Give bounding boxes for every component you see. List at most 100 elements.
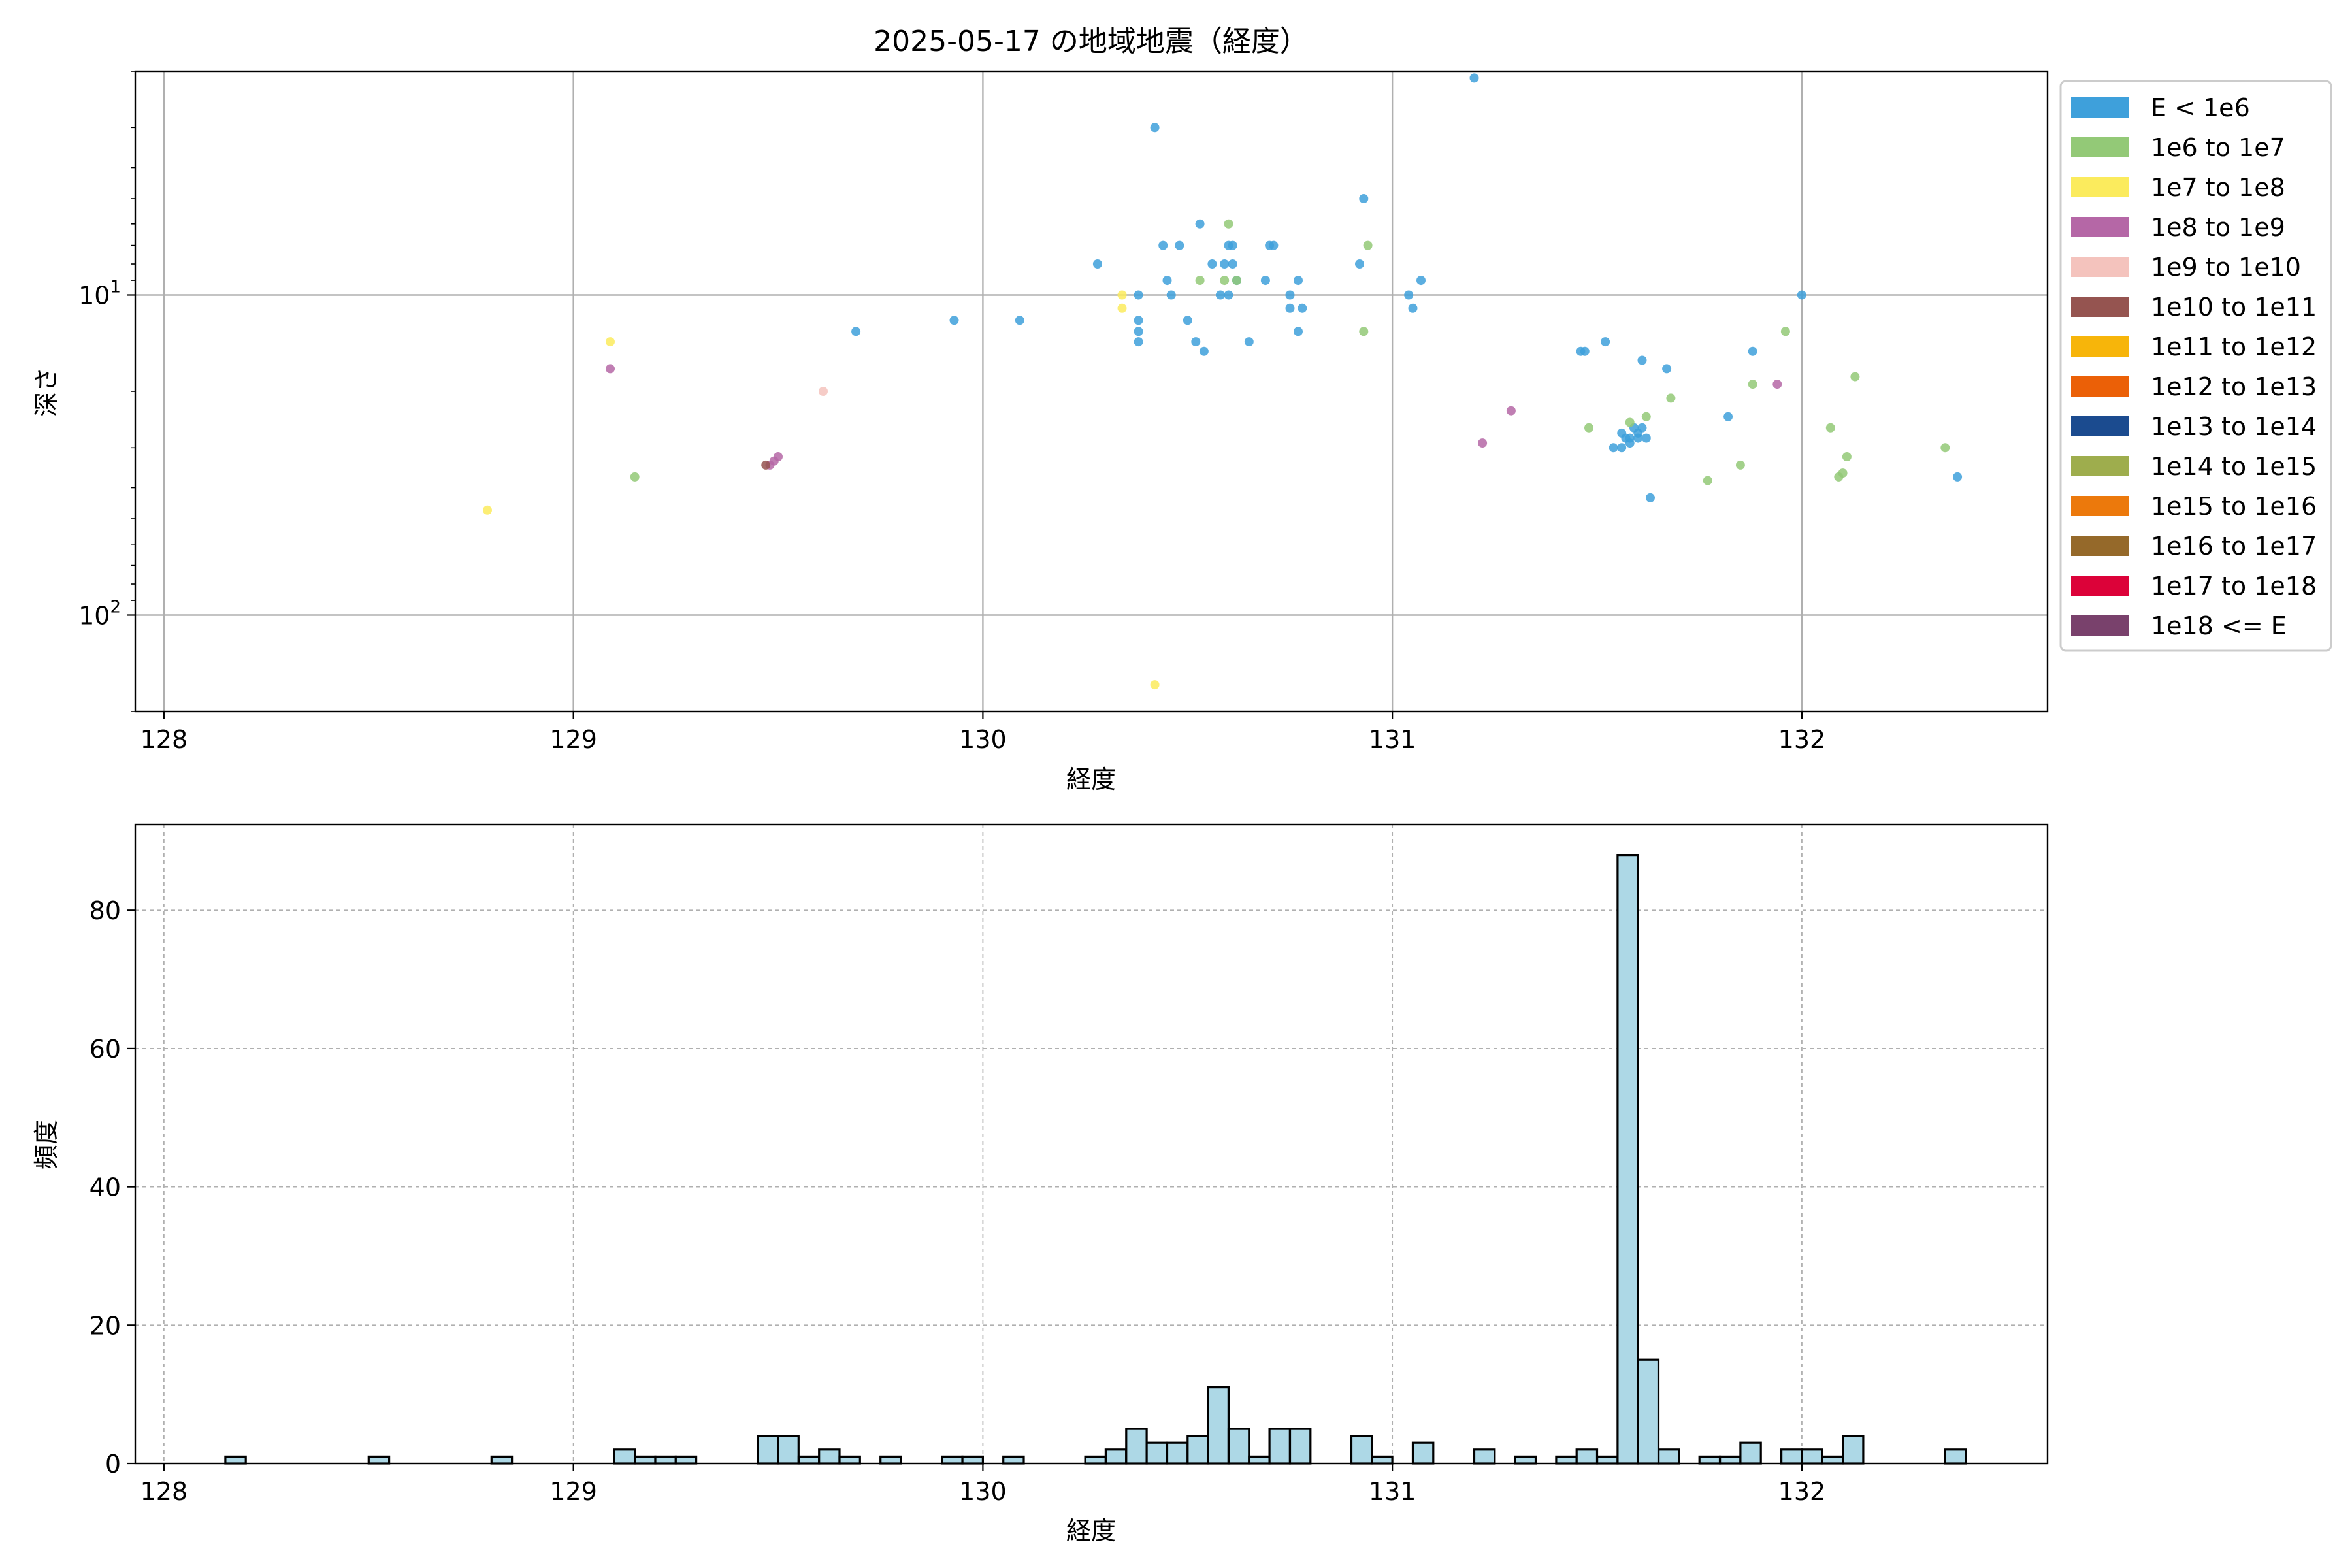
scatter-point — [1641, 433, 1651, 443]
histogram-bar — [1637, 1358, 1660, 1465]
histogram-bar — [961, 1455, 984, 1465]
histogram-bar — [224, 1455, 247, 1465]
legend-label: 1e6 to 1e7 — [2151, 133, 2285, 162]
scatter-point — [851, 327, 861, 336]
scatter-point — [1617, 443, 1627, 453]
legend-item: 1e17 to 1e18 — [2071, 572, 2317, 600]
scatter-x-tick-label: 130 — [959, 725, 1007, 754]
scatter-point — [1723, 412, 1733, 421]
chart-title: 2025-05-17 の地域地震（経度） — [874, 25, 1309, 58]
histogram-bar — [1698, 1455, 1722, 1465]
legend-label: 1e10 to 1e11 — [2151, 293, 2317, 321]
scatter-point — [1285, 303, 1295, 313]
histogram-bar — [1411, 1441, 1435, 1465]
histogram-bar — [818, 1448, 841, 1465]
scatter-point — [1195, 276, 1205, 286]
scatter-point — [1584, 423, 1593, 433]
histogram-x-axis-label: 経度 — [1066, 1516, 1116, 1545]
scatter-y-tick-label: 102 — [78, 597, 121, 630]
legend-swatch — [2071, 257, 2129, 277]
scatter-point — [1748, 346, 1757, 356]
scatter-point — [1220, 276, 1230, 286]
histogram-y-axis: 0 20 40 60 80 — [90, 896, 135, 1478]
scatter-point — [1134, 290, 1143, 300]
histogram-x-tick-label: 131 — [1369, 1477, 1416, 1506]
legend-swatch — [2071, 615, 2129, 636]
legend-label: 1e9 to 1e10 — [2151, 253, 2301, 282]
histogram-bar — [1473, 1448, 1496, 1465]
legend-item: 1e11 to 1e12 — [2071, 333, 2317, 361]
scatter-point — [819, 387, 828, 396]
scatter-point — [1416, 276, 1426, 286]
scatter-point — [1224, 219, 1233, 229]
scatter-point — [1162, 276, 1172, 286]
scatter-point — [1117, 303, 1127, 313]
legend-item: E < 1e6 — [2071, 93, 2250, 122]
histogram-x-tick-label: 128 — [140, 1477, 188, 1506]
scatter-point — [1134, 316, 1143, 325]
histogram-x-tick-label: 132 — [1778, 1477, 1826, 1506]
scatter-point — [1662, 364, 1672, 374]
scatter-point — [1842, 452, 1852, 461]
scatter-point — [1506, 406, 1516, 416]
legend-item: 1e12 to 1e13 — [2071, 372, 2317, 401]
legend-item: 1e15 to 1e16 — [2071, 492, 2317, 521]
histogram-bar — [1719, 1455, 1742, 1465]
legend-label: 1e14 to 1e15 — [2151, 452, 2317, 481]
scatter-point — [949, 316, 959, 325]
scatter-point — [1224, 290, 1233, 300]
histogram-bar — [1575, 1448, 1599, 1465]
scatter-point — [1772, 380, 1782, 389]
legend-swatch — [2071, 217, 2129, 237]
histogram-bar — [1780, 1448, 1803, 1465]
histogram-bar — [367, 1455, 391, 1465]
legend-frame — [2059, 80, 2332, 652]
legend-label: 1e8 to 1e9 — [2151, 213, 2285, 242]
histogram-y-tick-label: 20 — [90, 1311, 121, 1340]
legend-label: 1e13 to 1e14 — [2151, 412, 2317, 441]
scatter-x-tick-label: 129 — [549, 725, 597, 754]
histogram-bar — [1842, 1435, 1865, 1465]
scatter-point — [1158, 240, 1168, 250]
scatter-point — [1191, 337, 1201, 347]
scatter-point — [1834, 472, 1844, 482]
legend-label: 1e16 to 1e17 — [2151, 532, 2317, 561]
histogram-bar — [1555, 1455, 1578, 1465]
histogram-bar — [490, 1455, 514, 1465]
histogram-bar — [1801, 1448, 1823, 1465]
scatter-point — [1641, 412, 1651, 421]
legend-swatch — [2071, 297, 2129, 317]
histogram-bar — [757, 1435, 779, 1465]
histogram-bar — [1227, 1428, 1250, 1465]
scatter-y-axis-label: 深さ — [32, 367, 61, 417]
scatter-y-tick-label: 101 — [78, 277, 121, 310]
histogram-bar — [879, 1455, 902, 1465]
legend-item: 1e7 to 1e8 — [2071, 173, 2285, 202]
scatter-point — [1797, 290, 1806, 300]
scatter-point — [1355, 259, 1364, 269]
scatter-point — [1825, 423, 1835, 433]
scatter-point — [1850, 372, 1860, 382]
histogram-bar — [1350, 1435, 1373, 1465]
scatter-point — [1625, 417, 1635, 427]
legend-item: 1e6 to 1e7 — [2071, 133, 2285, 162]
legend-item: 1e13 to 1e14 — [2071, 412, 2317, 441]
histogram-x-tick-label: 130 — [959, 1477, 1007, 1506]
scatter-point — [1609, 443, 1618, 453]
legend-item: 1e16 to 1e17 — [2071, 532, 2317, 561]
histogram-x-axis: 128 129 130 131 132 — [140, 1463, 1826, 1506]
histogram-bar — [1288, 1428, 1312, 1465]
histogram-bar — [1125, 1428, 1148, 1465]
legend-label: 1e7 to 1e8 — [2151, 173, 2285, 202]
scatter-point — [1408, 303, 1418, 313]
scatter-point — [606, 364, 615, 374]
histogram-bar — [613, 1448, 636, 1465]
scatter-point — [1134, 327, 1143, 336]
legend-swatch — [2071, 137, 2129, 157]
scatter-point — [630, 472, 640, 482]
legend-item: 1e10 to 1e11 — [2071, 293, 2317, 321]
scatter-points — [483, 73, 1963, 690]
legend-swatch — [2071, 336, 2129, 357]
scatter-point — [1601, 337, 1610, 347]
histogram-bar — [1186, 1435, 1209, 1465]
